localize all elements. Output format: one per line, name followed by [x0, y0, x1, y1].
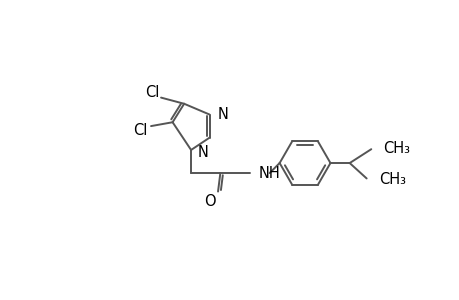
Text: CH₃: CH₃ [378, 172, 405, 187]
Text: O: O [204, 194, 216, 209]
Text: N: N [217, 107, 228, 122]
Text: CH₃: CH₃ [383, 141, 410, 156]
Text: NH: NH [258, 166, 280, 181]
Text: N: N [197, 145, 207, 160]
Text: Cl: Cl [133, 123, 147, 138]
Text: Cl: Cl [144, 85, 159, 100]
